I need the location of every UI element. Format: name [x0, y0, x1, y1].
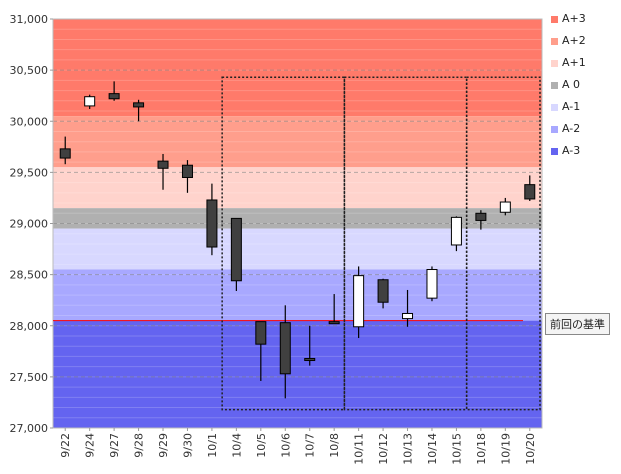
candle-body	[304, 357, 316, 362]
y-tick-label: 29,000	[10, 218, 49, 231]
band-4	[53, 228, 542, 270]
legend-swatch	[551, 126, 558, 133]
band-6	[53, 320, 542, 428]
highlight-box-2	[465, 76, 541, 411]
legend-swatch	[551, 82, 558, 89]
legend-label: A+1	[562, 56, 586, 69]
y-tick-label: 27,500	[10, 371, 49, 384]
y-tick-label: 29,500	[10, 166, 49, 179]
candle-body	[133, 102, 145, 108]
x-tick-label: 9/28	[133, 433, 146, 458]
y-tick-label: 30,000	[10, 115, 49, 128]
candle-body	[84, 96, 96, 107]
legend-label: A-2	[562, 122, 581, 135]
x-tick-label: 10/11	[353, 433, 366, 465]
legend-swatch	[551, 104, 558, 111]
y-tick-label: 28,500	[10, 269, 49, 282]
candle-body	[108, 93, 120, 100]
x-tick-label: 10/14	[426, 433, 439, 465]
legend-swatch	[551, 60, 558, 67]
candle-body	[279, 322, 291, 375]
legend-label: A-3	[562, 144, 581, 157]
y-tick-label: 27,000	[10, 422, 49, 435]
candle-body	[499, 201, 511, 213]
x-tick-label: 9/27	[108, 433, 121, 458]
candle-body	[377, 279, 389, 303]
x-tick-label: 9/30	[181, 433, 194, 458]
x-tick-label: 10/1	[206, 433, 219, 458]
candle-body	[524, 184, 536, 200]
candle-body	[450, 216, 462, 246]
candle-body	[426, 269, 438, 299]
x-tick-label: 10/8	[328, 433, 341, 458]
previous-baseline-callout: 前回の基準	[545, 313, 610, 335]
x-tick-label: 9/22	[59, 433, 72, 458]
x-tick-label: 10/19	[499, 433, 512, 465]
candle-body	[181, 164, 193, 178]
candle-body	[353, 275, 365, 328]
band-5	[53, 269, 542, 321]
legend-swatch	[551, 16, 558, 23]
candle-body	[475, 212, 487, 221]
x-tick-label: 10/13	[402, 433, 415, 465]
candle-body	[206, 199, 218, 248]
legend-label: A 0	[562, 78, 581, 91]
candle-body	[255, 321, 267, 345]
legend-label: A+2	[562, 34, 586, 47]
x-tick-label: 10/7	[304, 433, 317, 458]
y-tick-label: 31,000	[10, 13, 49, 26]
candle-body	[59, 148, 71, 159]
candle-body	[328, 321, 340, 325]
legend-swatch	[551, 148, 558, 155]
y-tick-label: 30,500	[10, 64, 49, 77]
band-3	[53, 208, 542, 229]
legend-swatch	[551, 38, 558, 45]
highlight-box-0	[221, 76, 346, 411]
candle-body	[402, 312, 414, 320]
candle-body	[230, 217, 242, 282]
band-1	[53, 116, 542, 168]
candle-body	[157, 160, 169, 169]
x-tick-label: 10/20	[524, 433, 537, 465]
x-tick-label: 10/18	[475, 433, 488, 465]
y-tick-label: 28,000	[10, 320, 49, 333]
x-tick-label: 10/4	[230, 433, 243, 458]
band-2	[53, 167, 542, 209]
x-tick-label: 10/5	[255, 433, 268, 458]
x-tick-label: 10/12	[377, 433, 390, 465]
legend-label: A+3	[562, 12, 586, 25]
band-0	[53, 19, 542, 117]
x-tick-label: 10/15	[450, 433, 463, 465]
x-tick-label: 9/29	[157, 433, 170, 458]
x-tick-label: 10/6	[279, 433, 292, 458]
x-tick-label: 9/24	[84, 433, 97, 458]
legend-label: A-1	[562, 100, 581, 113]
